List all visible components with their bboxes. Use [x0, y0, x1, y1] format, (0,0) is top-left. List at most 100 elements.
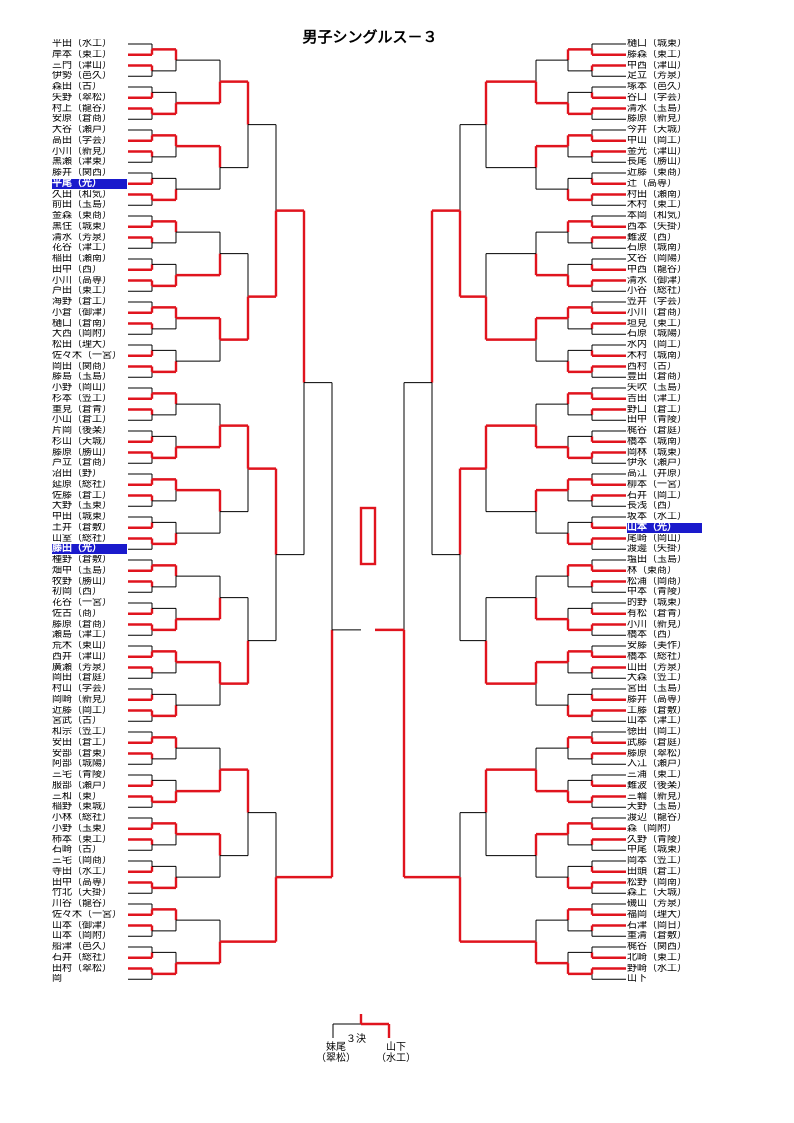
right-player-entry: 的野（城東） [627, 598, 702, 608]
player-name: 藤原 [52, 619, 72, 630]
player-name: 片岡 [52, 426, 72, 436]
player-name: 中尾 [627, 845, 647, 856]
left-player-entry: 服部（瀬戸） [52, 781, 127, 791]
player-name: 山本 [52, 931, 72, 942]
right-player-entry: 西村（古） [627, 362, 702, 372]
player-team: （東工） [647, 200, 687, 211]
right-player-entry: 石井（岡工） [627, 491, 702, 501]
right-player-entry: 小川（新見） [627, 620, 702, 630]
left-player-entry: 岡田（倉庭） [52, 673, 127, 683]
right-player-entry: 坂本（水工） [627, 512, 702, 522]
player-name: 近藤 [52, 705, 72, 716]
player-team: （玉島） [647, 802, 687, 813]
player-team: （美作） [647, 641, 687, 651]
player-team: （高専） [72, 275, 112, 286]
left-player-entry: 藤原（倉商） [52, 620, 127, 630]
player-team: （倉敷） [647, 705, 687, 716]
player-name: 金森 [52, 211, 72, 221]
player-team: （倉庭） [647, 426, 687, 436]
player-team: （勝山） [647, 157, 687, 168]
right-player-entry: 林（東商） [627, 566, 702, 576]
player-team: （東工） [72, 286, 112, 297]
left-player-entry: 延原（総社） [52, 480, 127, 490]
right-player-entry: 大森（笠工） [627, 673, 702, 683]
player-name: 平田 [52, 39, 72, 49]
right-player-entry: 石津（岡日） [627, 921, 702, 931]
player-name: 樋口 [52, 318, 72, 329]
player-team: （笠工） [72, 393, 112, 404]
player-name: 山本 [52, 920, 72, 931]
player-team: （岡附） [637, 823, 677, 834]
player-name: 畑中 [52, 565, 72, 576]
player-name: 松野 [627, 877, 647, 888]
right-player-entry: 橋本（城南） [627, 437, 702, 447]
player-name: 藤原 [52, 447, 72, 458]
player-team: （城陽） [72, 759, 112, 770]
player-team: （総社） [72, 813, 112, 823]
player-name: 初岡 [52, 587, 72, 598]
player-team: （西） [72, 587, 102, 598]
player-name: 服部 [52, 780, 72, 791]
player-name: 難波 [627, 232, 647, 243]
player-name: 藤原 [627, 748, 647, 759]
player-name: 木村 [627, 200, 647, 211]
left-player-entry: 畑中（玉島） [52, 566, 127, 576]
third-place-right-name: 山下 [386, 1042, 406, 1053]
player-team: （倉青） [647, 608, 687, 619]
player-name: 北崎 [627, 952, 647, 963]
player-name: 稲野 [52, 802, 72, 813]
player-team: （翠松） [72, 92, 112, 103]
player-name: 松田 [52, 340, 72, 350]
left-player-entry: 阿部（城陽） [52, 759, 127, 769]
player-name: 長尾 [627, 157, 647, 168]
player-name: 橋本 [627, 630, 647, 641]
player-team: （東工） [647, 952, 687, 963]
player-name: 梶谷 [627, 942, 647, 952]
player-team: （後楽） [647, 780, 687, 791]
player-team: （総社） [72, 952, 112, 963]
player-name: 沼田 [52, 469, 72, 479]
player-team: （新見） [647, 114, 687, 125]
player-name: 小谷 [627, 286, 647, 297]
right-player-entry: 柳本（一宮） [627, 480, 702, 490]
right-player-entry: 清水（御津） [627, 276, 702, 286]
player-name: 小川 [627, 619, 647, 630]
left-player-entry: 森田（古） [52, 82, 127, 92]
player-name: 梶谷 [627, 426, 647, 436]
left-player-entry: 黒瀬（津東） [52, 157, 127, 167]
player-name: 足立 [627, 71, 647, 82]
player-team: （岡日） [647, 920, 687, 931]
player-name: 谷口 [627, 92, 647, 103]
player-name: 岸本 [52, 49, 72, 60]
right-player-entry: 樋口（城東） [627, 39, 702, 49]
player-name: 前田 [52, 200, 72, 211]
right-player-entry: 中尾（城東） [627, 845, 702, 855]
right-player-entry: 松浦（岡商） [627, 577, 702, 587]
right-player-entry: 藤森（東工） [627, 50, 702, 60]
player-name: 種野 [52, 555, 72, 565]
right-player-entry: 岡本（笠工） [627, 856, 702, 866]
player-team: （矢掛） [647, 221, 687, 232]
player-name: 岡田 [52, 361, 72, 372]
player-team: （芳泉） [647, 662, 687, 673]
right-player-entry: 長浅（西） [627, 501, 702, 511]
right-player-entry: 田頭（倉工） [627, 867, 702, 877]
player-team: （東城） [72, 802, 112, 813]
left-player-entry: 瀬島（津工） [52, 630, 127, 640]
player-name: 金光 [627, 146, 647, 157]
player-name: 小川 [627, 307, 647, 318]
left-player-entry: 花谷（一宮） [52, 598, 127, 608]
player-name: 武藤 [627, 737, 647, 748]
player-name: 久野 [627, 834, 647, 845]
left-player-entry: 牧野（勝山） [52, 577, 127, 587]
player-team: （一宮） [82, 350, 122, 361]
player-name: 海野 [52, 297, 72, 307]
player-name: 岡本 [627, 856, 647, 866]
player-name: 杉本 [52, 393, 72, 404]
player-team: （津工） [72, 243, 112, 254]
player-name: 三宅 [52, 770, 72, 780]
player-name: 寺田 [52, 866, 72, 877]
player-name: 田中 [627, 415, 647, 426]
player-team: （倉工） [72, 415, 112, 426]
